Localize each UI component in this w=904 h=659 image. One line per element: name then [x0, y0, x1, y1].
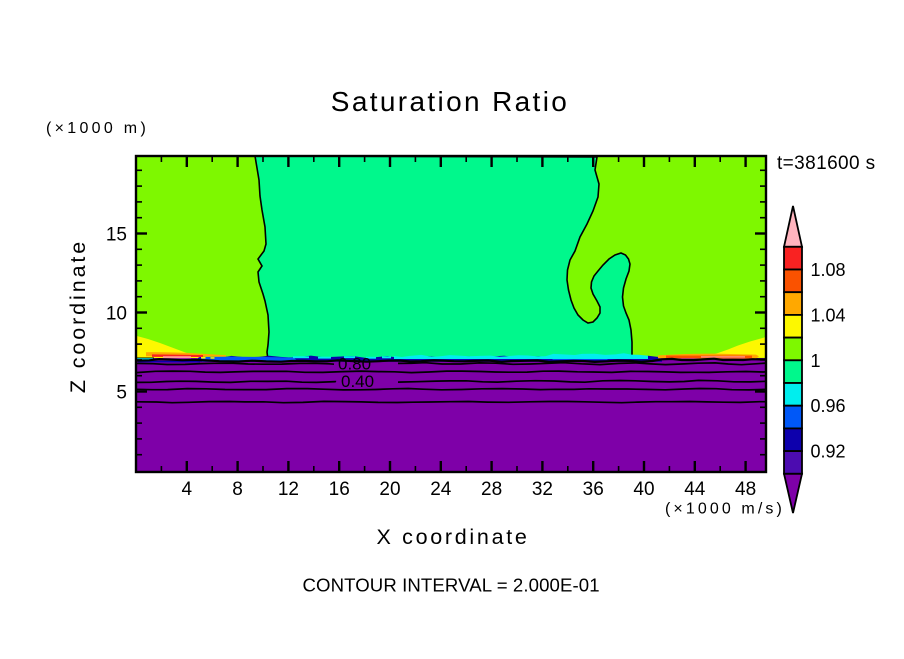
svg-text:0.92: 0.92	[811, 442, 846, 462]
svg-text:20: 20	[379, 479, 400, 500]
svg-text:Z coordinate: Z coordinate	[66, 239, 90, 393]
svg-text:0.80: 0.80	[338, 355, 371, 374]
svg-text:X coordinate: X coordinate	[376, 525, 529, 549]
svg-text:1: 1	[811, 351, 821, 371]
svg-text:t=381600 s: t=381600 s	[777, 153, 876, 174]
svg-text:15: 15	[106, 225, 127, 246]
svg-text:4: 4	[182, 479, 193, 500]
svg-text:5: 5	[116, 383, 127, 404]
svg-text:36: 36	[583, 479, 604, 500]
svg-text:44: 44	[684, 479, 706, 500]
svg-text:32: 32	[532, 479, 553, 500]
svg-text:24: 24	[430, 479, 452, 500]
svg-text:Saturation Ratio: Saturation Ratio	[331, 86, 569, 117]
svg-text:CONTOUR INTERVAL = 2.000E-01: CONTOUR INTERVAL = 2.000E-01	[303, 575, 600, 596]
svg-text:0.96: 0.96	[811, 396, 846, 416]
svg-text:0.40: 0.40	[341, 372, 374, 391]
svg-text:12: 12	[278, 479, 299, 500]
svg-text:1.08: 1.08	[811, 260, 846, 280]
svg-text:40: 40	[633, 479, 654, 500]
svg-text:1.04: 1.04	[811, 305, 846, 325]
svg-text:(×1000 m): (×1000 m)	[46, 120, 149, 137]
svg-text:8: 8	[232, 479, 243, 500]
svg-text:48: 48	[735, 479, 756, 500]
svg-text:10: 10	[106, 304, 127, 325]
svg-text:28: 28	[481, 479, 502, 500]
svg-text:16: 16	[329, 479, 350, 500]
svg-text:(×1000 m/s): (×1000 m/s)	[665, 501, 785, 518]
